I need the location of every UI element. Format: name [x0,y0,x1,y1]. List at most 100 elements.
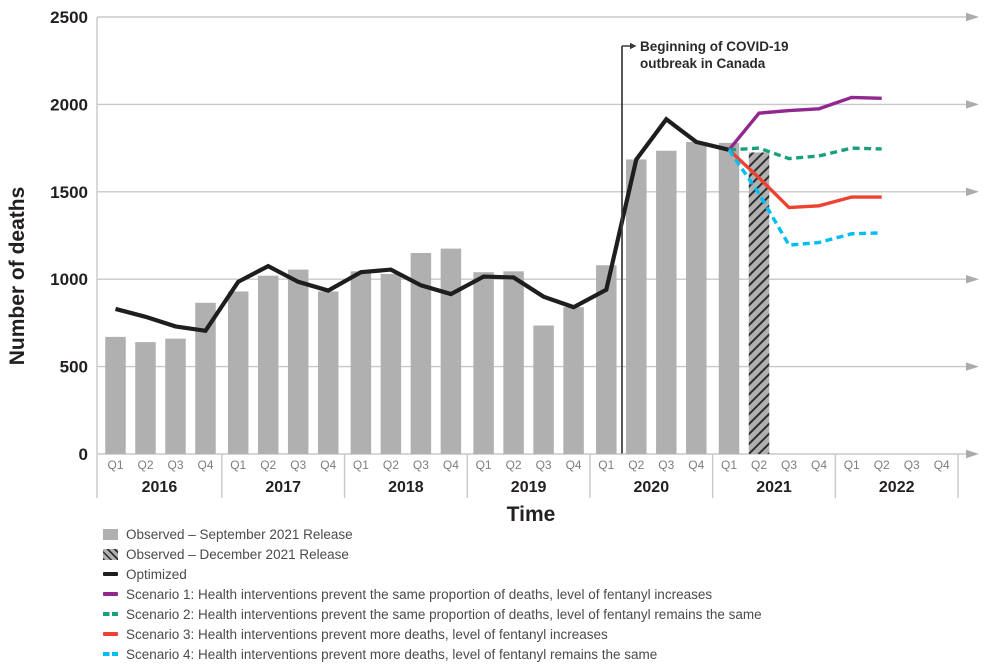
x-tick-2019-Q1: Q1 [476,458,492,472]
observed-sep-2021-bar-2020-Q4 [686,141,707,454]
year-label-2018: 2018 [388,479,424,496]
year-label-2017: 2017 [265,479,301,496]
legend-label-optimized: Optimized [126,566,187,582]
chart-plot-area: Beginning of COVID-19 outbreak in Canada… [6,8,979,525]
axis-labels: 0 500 1000 1500 2000 2500 Q1 Q2 Q3 Q4 Q1 Q2 Q3 Q4 Q1 Q2… [50,8,959,498]
observed-sep-2021-bar-2016-Q3 [165,338,186,454]
scenario-4-line [727,148,882,247]
observed-sep-2021-bar-2021-Q1 [718,142,740,454]
observed-dec-2021-bar-2021-Q2 [748,152,770,454]
observed-sep-2021-bar-2019-Q3 [533,325,554,454]
gridline-arrow-icon [966,100,979,109]
observed-sep-2021-bar-2017-Q4 [317,291,339,454]
x-tick-2016-Q3: Q3 [167,458,183,472]
x-tick-2018-Q4: Q4 [443,458,459,472]
year-label-2020: 2020 [634,479,670,496]
y-axis-title: Number of deaths [6,187,29,366]
annotation-text-line2: outbreak in Canada [640,56,766,71]
legend-swatch-observed-sep-2021 [103,528,118,540]
x-tick-2019-Q2: Q2 [506,458,522,472]
x-tick-2016-Q1: Q1 [107,458,123,472]
x-tick-2017-Q1: Q1 [230,458,246,472]
x-tick-2020-Q1: Q1 [598,458,614,472]
legend-item-optimized: Optimized [103,564,983,584]
y-tick-2000: 2000 [50,95,88,114]
legend-item-observed-sep-2021: Observed – September 2021 Release [103,524,983,544]
observed-sep-2021-bar-2017-Q2 [257,275,279,454]
x-tick-2016-Q4: Q4 [197,458,213,472]
annotation-arrow-icon [630,42,637,50]
legend-label-observed-dec-2021: Observed – December 2021 Release [126,546,349,562]
year-label-2016: 2016 [142,479,178,496]
x-tick-2017-Q4: Q4 [320,458,336,472]
y-tick-1000: 1000 [50,270,88,289]
x-tick-2020-Q2: Q2 [628,458,644,472]
observed-sep-2021-bar-2018-Q1 [350,271,372,454]
observed-sep-2021-bar-2016-Q4 [195,302,216,454]
observed-sep-2021-bar-2016-Q1 [105,336,126,454]
legend-item-scenario-4: Scenario 4: Health interventions prevent… [103,644,983,664]
observed-sep-2021-bar-2017-Q3 [287,269,309,454]
observed-sep-2021-bar-2020-Q2 [626,159,647,454]
legend-item-scenario-3: Scenario 3: Health interventions prevent… [103,624,983,644]
observed-sep-2021-bar-2018-Q4 [440,248,462,454]
year-label-2021: 2021 [756,479,792,496]
x-tick-2018-Q2: Q2 [383,458,399,472]
x-tick-2022-Q1: Q1 [844,458,860,472]
y-tick-500: 500 [60,358,88,377]
x-tick-2017-Q3: Q3 [290,458,306,472]
legend-label-scenario-3: Scenario 3: Health interventions prevent… [126,626,608,642]
legend-swatch-scenario-2 [103,612,118,616]
observed-sep-2021-bar-2019-Q4 [563,307,584,454]
series-lines [114,95,882,334]
covid-annotation: Beginning of COVID-19 outbreak in Canada [621,39,789,454]
observed-sep-2021-bar-2019-Q2 [503,271,524,454]
x-tick-2019-Q4: Q4 [566,458,582,472]
x-tick-2018-Q3: Q3 [413,458,429,472]
observed-sep-2021-bar-2020-Q3 [656,150,677,455]
observed-bars [105,141,770,455]
gridline-arrow-icon [966,275,979,284]
x-tick-2018-Q1: Q1 [353,458,369,472]
scenario-3-line [727,148,882,210]
legend-label-scenario-4: Scenario 4: Health interventions prevent… [126,646,658,662]
optimized-line [114,116,730,334]
annotation-text-line1: Beginning of COVID-19 [640,39,789,54]
gridline-arrow-icon [966,449,979,459]
x-tick-2019-Q3: Q3 [536,458,552,472]
legend-item-scenario-1: Scenario 1: Health interventions prevent… [103,584,983,604]
legend-swatch-optimized [103,571,118,577]
observed-sep-2021-bar-2018-Q3 [410,252,432,454]
y-tick-0: 0 [79,445,88,464]
x-tick-2020-Q4: Q4 [688,458,704,472]
x-axis-title: Time [507,503,556,525]
y-tick-2500: 2500 [50,8,88,27]
legend-label-scenario-1: Scenario 1: Health interventions prevent… [126,586,713,602]
observed-sep-2021-bar-2020-Q1 [596,265,617,454]
x-tick-2016-Q2: Q2 [137,458,153,472]
legend-swatch-observed-dec-2021 [103,548,118,560]
observed-sep-2021-bar-2016-Q2 [135,342,156,454]
year-label-2019: 2019 [511,479,547,496]
chart-legend: Observed – September 2021 Release Observe… [103,524,983,664]
gridline-arrow-icon [966,12,979,22]
legend-label-scenario-2: Scenario 2: Health interventions prevent… [126,606,762,622]
observed-sep-2021-bar-2018-Q2 [380,273,402,454]
scenario-2-line [728,146,882,161]
x-tick-2022-Q2: Q2 [874,458,890,472]
x-tick-2022-Q4: Q4 [934,458,950,472]
x-tick-2021-Q1: Q1 [721,458,737,472]
legend-label-observed-sep-2021: Observed – September 2021 Release [126,526,353,542]
legend-swatch-scenario-1 [103,591,118,597]
year-label-2022: 2022 [879,479,915,496]
legend-swatch-scenario-4 [103,652,118,656]
y-tick-1500: 1500 [50,183,88,202]
legend-item-scenario-2: Scenario 2: Health interventions prevent… [103,604,983,624]
x-tick-2022-Q3: Q3 [904,458,920,472]
x-tick-2017-Q2: Q2 [260,458,276,472]
legend-swatch-scenario-3 [103,631,118,637]
x-tick-2021-Q3: Q3 [781,458,797,472]
scenario-1-line [727,95,882,151]
legend-item-observed-dec-2021: Observed – December 2021 Release [103,544,983,564]
